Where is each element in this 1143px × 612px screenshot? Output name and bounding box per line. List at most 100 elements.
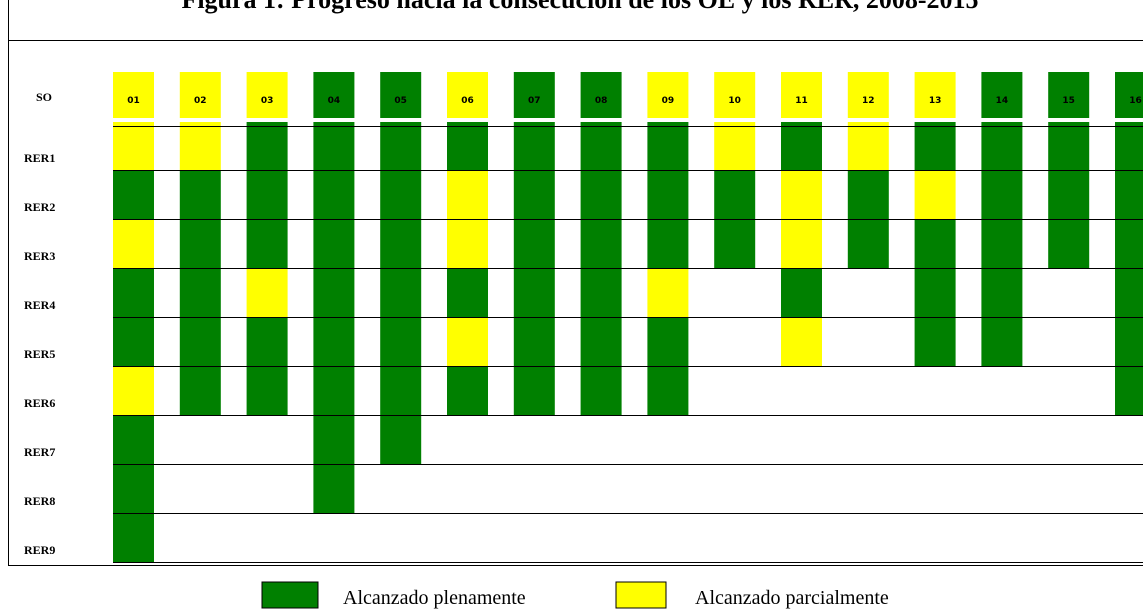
header-cell — [1115, 72, 1143, 118]
cell — [781, 318, 822, 367]
header-cell — [580, 72, 622, 118]
cell — [647, 269, 689, 318]
header-cell — [179, 72, 221, 118]
header-cell — [714, 72, 756, 118]
cell — [380, 318, 422, 367]
legend-swatch — [615, 581, 667, 609]
legend-swatch — [261, 581, 319, 609]
cell — [179, 318, 221, 367]
header-label: 05 — [394, 96, 407, 106]
cell — [113, 465, 154, 514]
cell — [847, 122, 889, 171]
cell — [647, 220, 689, 269]
cell — [981, 220, 1023, 269]
cell — [781, 269, 822, 318]
cell — [714, 220, 756, 269]
cell — [914, 269, 956, 318]
title: Figura 1: Progreso hacia la consecución … — [181, 0, 978, 14]
cell — [313, 171, 355, 220]
cell — [113, 367, 154, 416]
cell — [981, 318, 1023, 367]
cell — [914, 171, 956, 220]
cell — [781, 171, 822, 220]
cell — [380, 220, 422, 269]
header-cell — [781, 72, 822, 118]
cell — [246, 122, 288, 171]
cell — [781, 220, 822, 269]
cell — [580, 220, 622, 269]
cell — [1115, 220, 1143, 269]
cell — [313, 269, 355, 318]
header-label: 09 — [662, 96, 675, 106]
cell — [1115, 367, 1143, 416]
cell — [380, 122, 422, 171]
header-label: 13 — [929, 96, 942, 106]
header-cell — [313, 72, 355, 118]
cell — [580, 318, 622, 367]
row-label: RER6 — [24, 396, 55, 410]
header-label: 14 — [996, 96, 1009, 106]
cell — [113, 220, 154, 269]
header-label: 15 — [1062, 96, 1075, 106]
cell — [580, 122, 622, 171]
cell — [380, 416, 422, 465]
cell — [580, 269, 622, 318]
header-cell — [914, 72, 956, 118]
cell — [246, 220, 288, 269]
row-label: RER5 — [24, 347, 55, 361]
cell — [380, 269, 422, 318]
header-cell — [246, 72, 288, 118]
cell — [513, 220, 555, 269]
cell — [914, 318, 956, 367]
cell — [781, 122, 822, 171]
cell — [447, 122, 488, 171]
cell — [179, 171, 221, 220]
header-cell — [647, 72, 689, 118]
cell — [1115, 318, 1143, 367]
row-label: RER7 — [24, 445, 55, 459]
header-label: 08 — [595, 96, 608, 106]
cell — [113, 269, 154, 318]
cell — [179, 122, 221, 171]
cell — [447, 269, 488, 318]
cell — [179, 269, 221, 318]
cell — [513, 318, 555, 367]
cell — [981, 171, 1023, 220]
cell — [647, 171, 689, 220]
cell — [513, 367, 555, 416]
cell — [981, 122, 1023, 171]
cell — [179, 220, 221, 269]
cell — [513, 122, 555, 171]
header-label: 11 — [795, 96, 808, 106]
legend-label: Alcanzado parcialmente — [695, 587, 889, 609]
header-label: 10 — [728, 96, 741, 106]
header-cell — [1048, 72, 1090, 118]
cell — [313, 465, 355, 514]
cell — [580, 367, 622, 416]
row-label: RER3 — [24, 249, 55, 263]
cell — [447, 367, 488, 416]
cell — [246, 269, 288, 318]
cell — [313, 367, 355, 416]
cell — [847, 171, 889, 220]
cell — [113, 122, 154, 171]
header-label: 03 — [261, 96, 274, 106]
header-cell — [847, 72, 889, 118]
header-label: 06 — [461, 96, 474, 106]
cell — [113, 171, 154, 220]
row-label: RER8 — [24, 494, 55, 508]
cell — [580, 171, 622, 220]
cell — [380, 367, 422, 416]
cell — [1048, 171, 1090, 220]
cell — [714, 122, 756, 171]
cell — [847, 220, 889, 269]
header-label: 02 — [194, 96, 207, 106]
cell — [1115, 269, 1143, 318]
cell — [647, 318, 689, 367]
header-cell — [981, 72, 1023, 118]
cell — [246, 318, 288, 367]
cell — [447, 318, 488, 367]
header-cell — [447, 72, 488, 118]
cell — [313, 318, 355, 367]
